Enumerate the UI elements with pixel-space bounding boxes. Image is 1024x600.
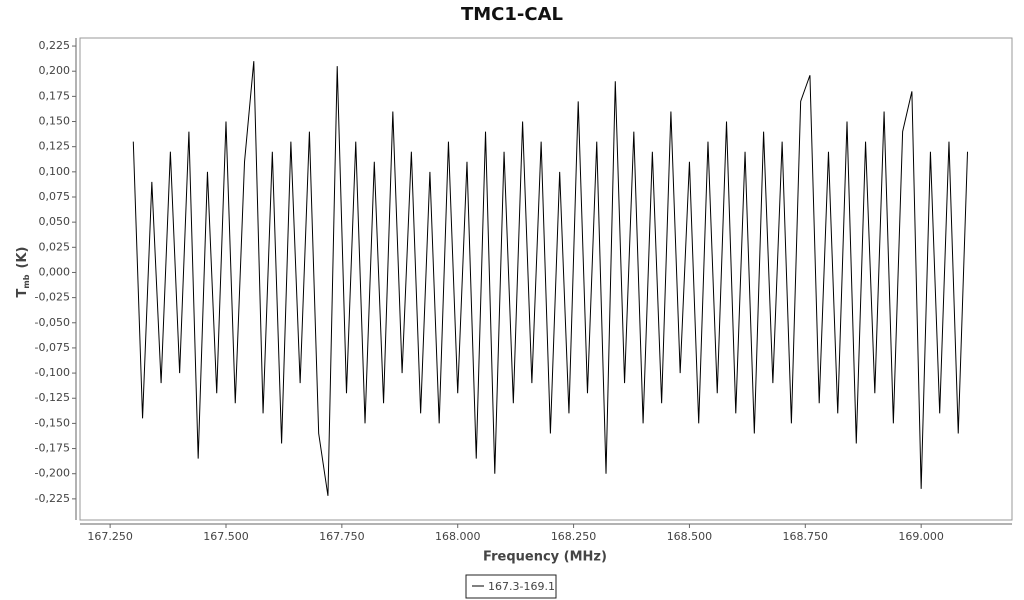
y-tick-label: 0,200 [39, 64, 71, 77]
y-tick-label: -0,175 [35, 442, 70, 455]
x-tick-label: 169.000 [898, 530, 944, 543]
x-tick-label: 168.250 [551, 530, 597, 543]
y-tick-label: -0,050 [35, 316, 70, 329]
y-tick-label: -0,100 [35, 366, 70, 379]
y-tick-label: 0,050 [39, 215, 71, 228]
legend-box [465, 574, 557, 599]
y-tick-label: -0,075 [35, 341, 70, 354]
series-line [132, 61, 969, 496]
x-tick-label: 167.500 [203, 530, 249, 543]
y-tick-label: 0,225 [39, 39, 71, 52]
y-tick-label: -0,225 [35, 492, 70, 505]
y-label-sub: mb [22, 274, 31, 288]
y-tick-label: 0,025 [39, 240, 71, 253]
x-tick-label: 167.750 [319, 530, 365, 543]
x-tick-label: 168.000 [435, 530, 481, 543]
y-tick-label: 0,100 [39, 165, 71, 178]
plot-area [79, 37, 1013, 521]
y-tick-label: -0,150 [35, 416, 70, 429]
y-tick-label: 0,000 [39, 265, 71, 278]
y-tick-label: 0,125 [39, 140, 71, 153]
x-tick-label: 168.500 [667, 530, 713, 543]
y-tick-label: 0,150 [39, 115, 71, 128]
y-label-main: T [15, 288, 30, 297]
y-tick-label: -0,125 [35, 391, 70, 404]
x-tick-label: 167.250 [87, 530, 133, 543]
chart-title: TMC1-CAL [461, 4, 563, 25]
x-axis-label: Frequency (MHz) [483, 550, 607, 565]
y-axis-label: Tmb (K) [15, 247, 31, 298]
y-label-unit: (K) [15, 247, 30, 269]
legend-label: 167.3-169.1 [488, 580, 555, 593]
y-tick-label: 0,075 [39, 190, 71, 203]
y-tick-label: -0,200 [35, 467, 70, 480]
y-tick-label: -0,025 [35, 291, 70, 304]
x-tick-label: 168.750 [783, 530, 829, 543]
y-tick-label: 0,175 [39, 89, 71, 102]
